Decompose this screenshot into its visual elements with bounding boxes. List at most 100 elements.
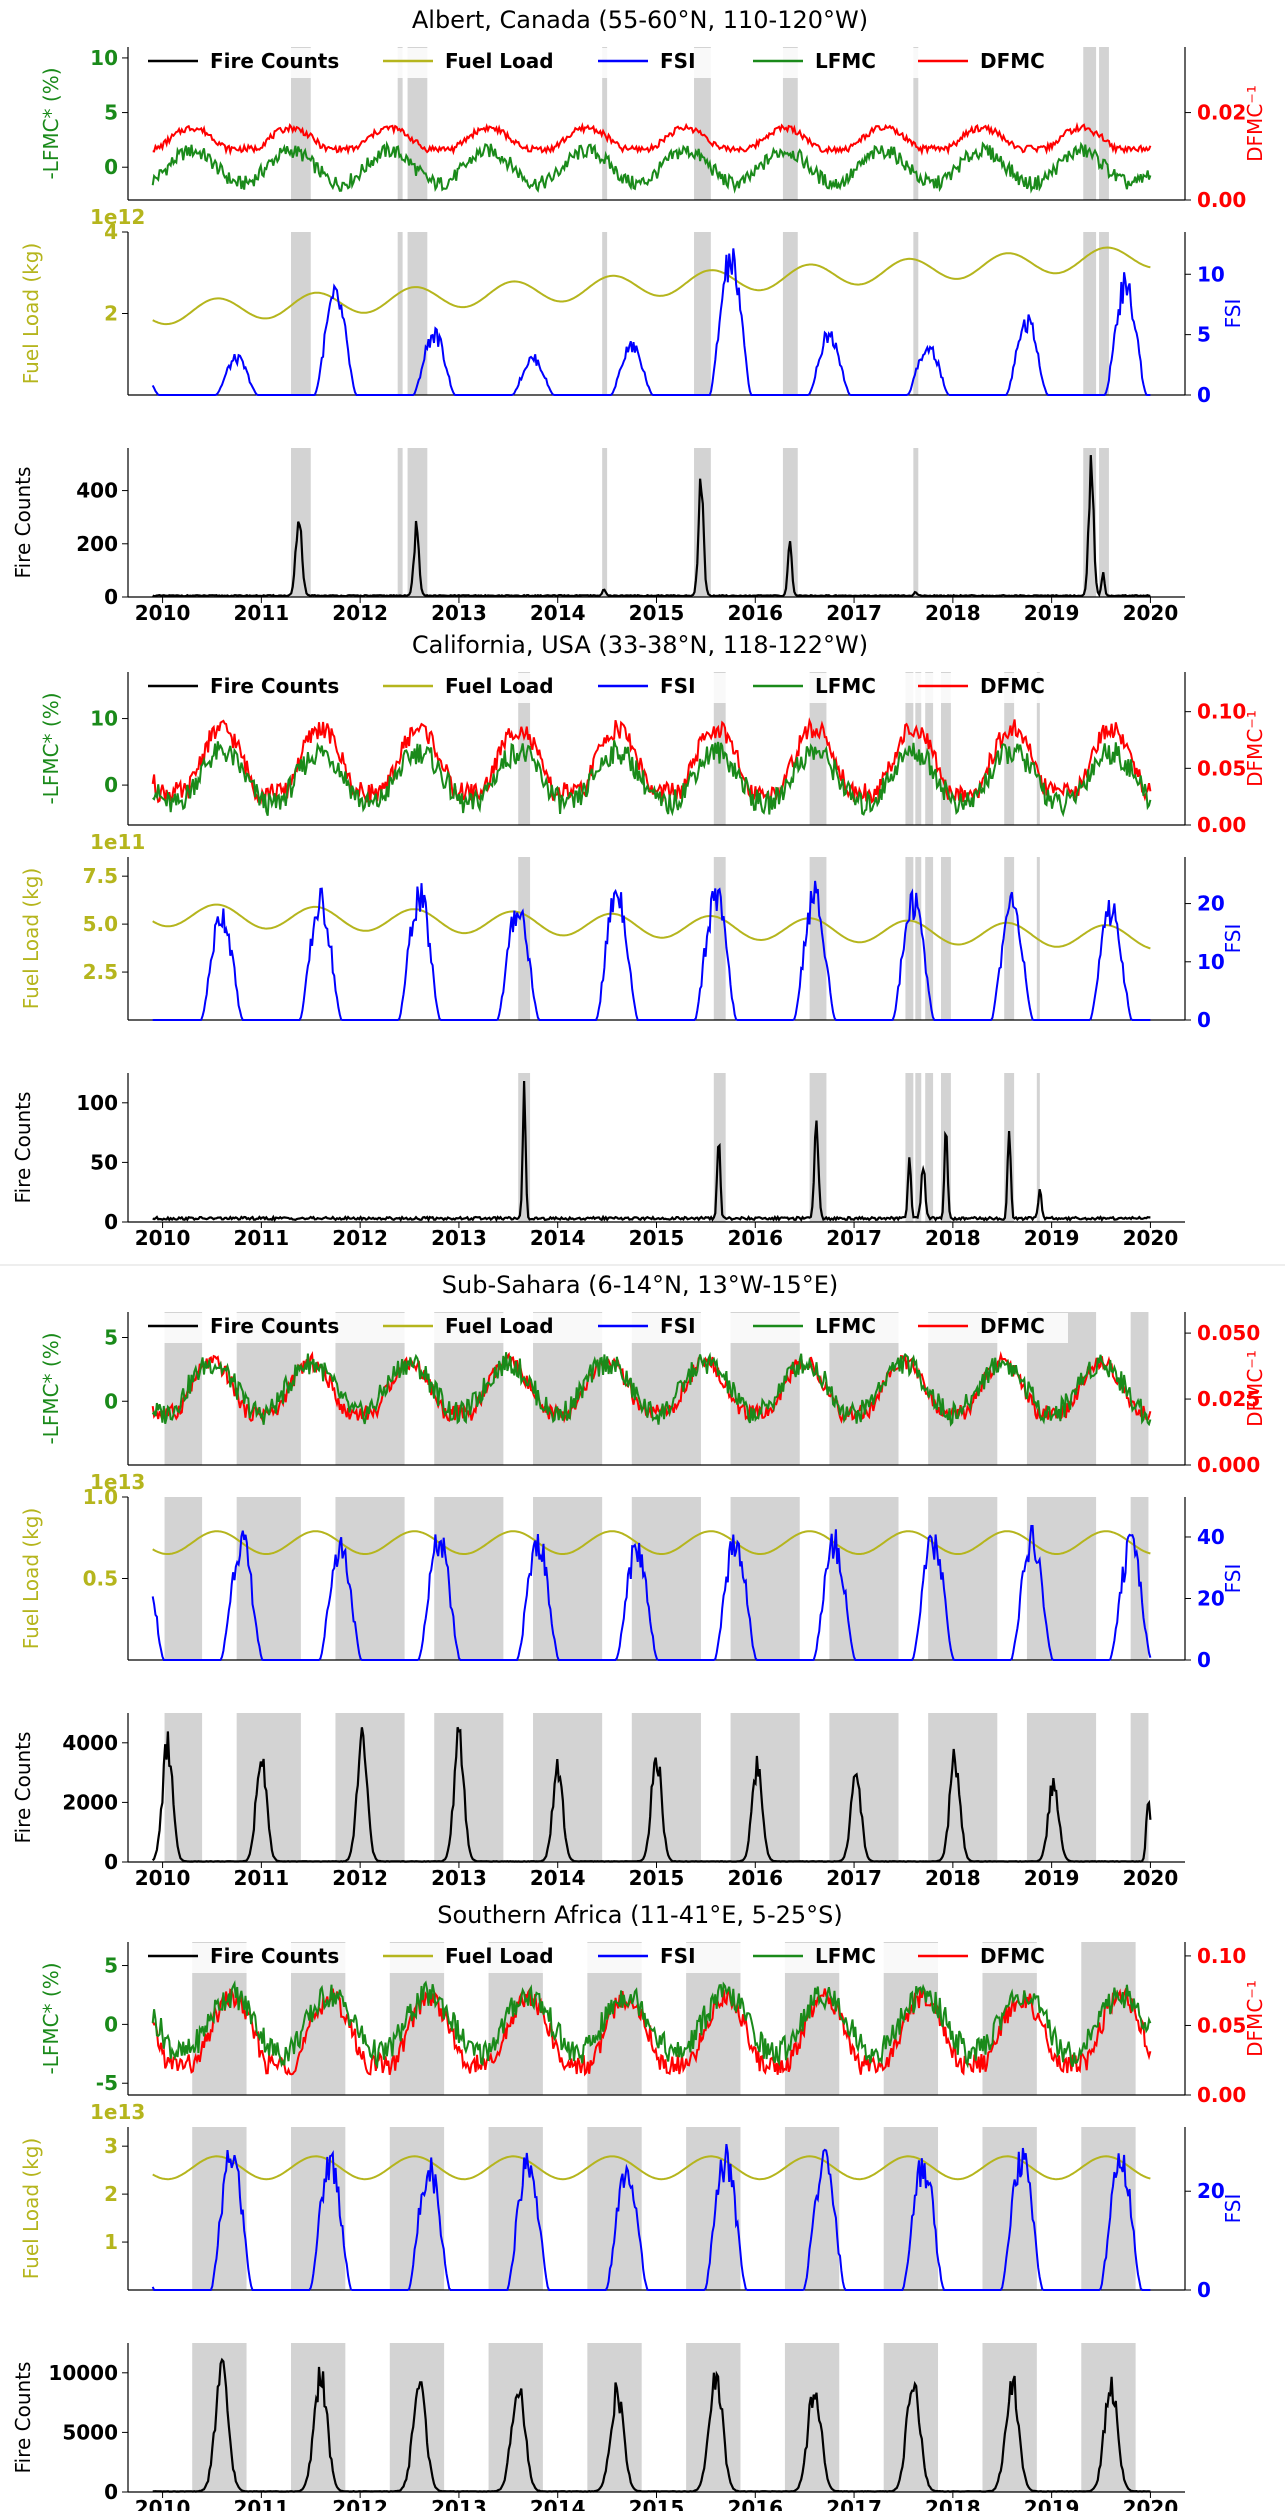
x-tick-label: 2012 [332,1226,388,1250]
panel-title: Albert, Canada (55-60°N, 110-120°W) [412,6,868,34]
fire-season-band [925,1073,934,1222]
lfmc-tick-label: 5 [104,1954,118,1978]
fire-season-band [883,2343,939,2492]
x-axis: 2010 2011 2012 2013 2014 2015 2016 2017 2018 2019… [135,1222,1178,1250]
legend-box [138,48,1068,78]
legend-label: DFMC [980,674,1045,698]
x-tick-label: 2010 [135,2496,191,2511]
fire-season-band [883,2127,939,2290]
x-tick-label: 2019 [1024,2496,1080,2511]
x-tick-label: 2020 [1123,601,1179,625]
fsi-series-line [151,248,1151,396]
fuel-tick-label: 0.5 [83,1567,118,1591]
lfmc-series-line [151,140,1152,194]
fire-season-band [602,232,608,395]
fire-season-band [164,1497,203,1660]
subplot-fuel [127,857,1186,1021]
fsi-series-line [151,1525,1152,1661]
x-tick-label: 2017 [826,1866,882,1890]
fire-tick-label: 0 [104,2480,118,2504]
fire-tick-label: 0 [104,1210,118,1234]
fsi-tick-label: 40 [1197,1525,1225,1549]
x-tick-label: 2013 [431,2496,487,2511]
dfmc-series-line [152,121,1152,156]
legend-label: DFMC [980,1944,1045,1968]
lfmc-axis-label: -LFMC* (%) [39,1332,63,1444]
subplot-fire [127,2343,1185,2493]
x-axis: 2010 2011 2012 2013 2014 2015 2016 2017 2018 2019… [135,1862,1178,1890]
x-tick-label: 2017 [826,1226,882,1250]
fire-season-band [730,1497,800,1660]
fire-season-band [1036,672,1040,825]
x-axis: 2010 2011 2012 2013 2014 2015 2016 2017 2018 2019… [135,2492,1178,2515]
dfmc-tick-label: 0.05 [1197,2013,1246,2037]
fire-season-band [407,448,428,597]
legend-label: FSI [660,1314,696,1338]
fuel-tick-label: 5.0 [83,912,118,936]
legend-box [138,1313,1068,1343]
fire-axis-label: Fire Counts [11,467,35,579]
x-tick-label: 2012 [332,1866,388,1890]
x-tick-label: 2018 [925,601,981,625]
fire-tick-label: 10000 [48,2361,118,2385]
fire-season-band [192,2343,247,2492]
fire-season-band [913,47,919,200]
legend-label: Fuel Load [445,1314,554,1338]
legend-label: Fuel Load [445,49,554,73]
legend: Fire Counts Fuel Load FSI LFMC DFMC [138,1943,1068,1973]
x-tick-label: 2011 [234,2496,290,2511]
fire-axis-label: Fire Counts [11,2362,35,2474]
x-tick-label: 2016 [727,601,783,625]
x-tick-label: 2014 [530,1226,586,1250]
panel-2: California, USA (33-38°N, 118-122°W)0100… [11,631,1267,1250]
subplot-fire [127,1713,1185,1863]
dfmc-tick-label: 0.050 [1197,1321,1260,1345]
fire-season-band [686,2343,741,2492]
panel-4: Southern Africa (11-41°E, 5-25°S) -5 0 5 0.0… [11,1901,1267,2515]
fuel-tick-label: 7.5 [83,864,118,888]
fuel-tick-label: 1 [104,2230,118,2254]
dfmc-axis-label: DFMC⁻¹ [1243,1980,1267,2057]
fire-season-band [713,857,726,1020]
fire-season-band [631,1713,701,1862]
legend-label: Fuel Load [445,674,554,698]
panel-title: Southern Africa (11-41°E, 5-25°S) [437,1901,842,1929]
dfmc-series-line [151,717,1152,805]
x-tick-label: 2018 [925,2496,981,2511]
fuel-load-series-line [152,246,1151,326]
fire-season-band [982,2127,1037,2290]
fire-season-band [928,1497,998,1660]
fuel-load-series-line [152,903,1151,950]
legend-label: LFMC [815,1944,876,1968]
legend-label: LFMC [815,49,876,73]
dfmc-tick-label: 0.00 [1197,2083,1246,2107]
fire-season-band [782,448,798,597]
fire-season-band [913,232,919,395]
dfmc-tick-label: 0.10 [1197,700,1246,724]
fire-season-band [407,47,428,200]
fire-season-band [1130,1713,1149,1862]
lfmc-tick-label: 10 [90,46,118,70]
fsi-series-line [151,2143,1151,2291]
fire-season-band [1083,232,1097,395]
fsi-tick-label: 0 [1197,1008,1211,1032]
x-tick-label: 2015 [629,2496,685,2511]
lfmc-series-line [151,1351,1152,1427]
x-tick-label: 2011 [234,1226,290,1250]
fire-counts-series-line [152,1080,1151,1223]
lfmc-tick-label: 0 [104,2012,118,2036]
fire-axis-label: Fire Counts [11,1092,35,1204]
fire-season-band [434,1497,504,1660]
fire-tick-label: 4000 [62,1731,118,1755]
fire-tick-label: 100 [76,1091,118,1115]
legend-label: Fire Counts [210,1944,339,1968]
fire-season-band [1004,857,1015,1020]
x-axis: 2010 2011 2012 2013 2014 2015 2016 2017 2018 2019… [135,597,1179,625]
x-tick-label: 2012 [332,601,388,625]
fire-season-band [533,1713,603,1862]
moisture-plot: -5 0 5 0.00 0.05 0.10 -LFMC* (%) DFMC⁻¹ [39,1944,1267,2107]
fsi-axis-label: FSI [1221,2194,1245,2224]
dfmc-tick-label: 0.025 [1197,1387,1260,1411]
x-tick-label: 2013 [431,1866,487,1890]
fire-season-band [236,1713,301,1862]
